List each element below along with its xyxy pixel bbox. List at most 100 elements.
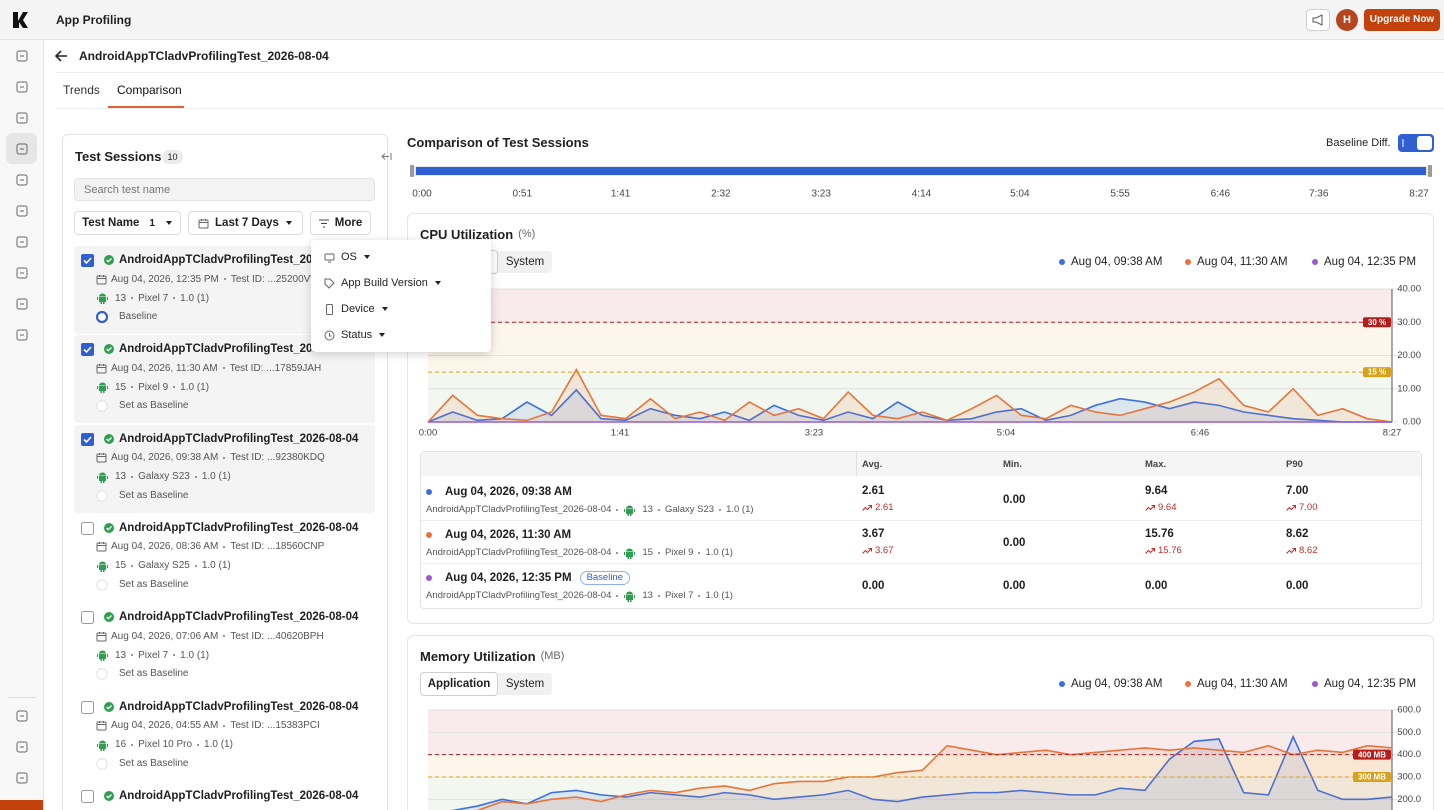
menu-item[interactable]: OS (324, 250, 371, 264)
caret-glyph (381, 307, 388, 311)
segment-tab[interactable]: System (498, 673, 552, 695)
metric-value: 3.67 (862, 528, 885, 540)
legend-item[interactable]: Aug 04, 09:38 AM (1059, 255, 1162, 269)
menu-icon-glyph (324, 278, 335, 289)
sidebar-icon[interactable] (16, 236, 28, 248)
trend-up-icon (1145, 504, 1155, 511)
separator-dot (223, 545, 226, 548)
checkbox[interactable] (81, 700, 94, 714)
baseline-radio[interactable] (96, 489, 108, 502)
segment-tab[interactable]: System (498, 251, 552, 273)
caret-glyph (285, 221, 292, 225)
metric-diff-value: 15.76 (1158, 545, 1182, 556)
legend-label: Aug 04, 09:38 AM (1071, 256, 1163, 268)
metric-value: 0.00 (1003, 580, 1026, 592)
session-device-name: Pixel 7 (138, 292, 169, 304)
column-header: Avg. (862, 459, 883, 470)
baseline-radio[interactable] (96, 668, 108, 680)
timeline-range (416, 167, 1426, 175)
legend-item[interactable]: Aug 04, 11:30 AM (1185, 255, 1288, 269)
search-placeholder: Search test name (84, 184, 171, 196)
checkbox[interactable] (81, 611, 94, 625)
baseline-label[interactable]: Set as Baseline (119, 400, 189, 412)
tab[interactable]: Comparison (117, 83, 182, 97)
calendar-icon-glyph (96, 721, 107, 731)
filter-button[interactable]: Last 7 Days (188, 211, 303, 235)
baseline-diff-toggle[interactable] (1398, 134, 1434, 152)
segment-tab[interactable]: Application (420, 672, 498, 696)
status-passed (104, 344, 114, 355)
tab[interactable]: Trends (63, 83, 100, 97)
sidebar-icon[interactable] (16, 81, 28, 93)
baseline-radio-glyph (96, 400, 108, 412)
sidebar-icon[interactable] (16, 50, 28, 62)
sidebar-icon[interactable] (16, 143, 28, 155)
checkbox-glyph (81, 254, 94, 267)
baseline-label[interactable]: Set as Baseline (119, 578, 189, 590)
sidebar-icon[interactable] (16, 267, 28, 279)
checkbox[interactable] (81, 521, 94, 535)
checkbox-glyph (81, 432, 94, 446)
collapse-button[interactable] (381, 152, 392, 161)
sidebar-icon[interactable] (16, 772, 28, 784)
baseline-radio[interactable] (96, 400, 108, 412)
sidebar-icon[interactable] (16, 174, 28, 186)
legend-item[interactable]: Aug 04, 12:35 PM (1312, 677, 1416, 691)
menu-item[interactable]: Status (324, 328, 386, 342)
baseline-radio[interactable] (96, 579, 108, 591)
menu-item[interactable]: Device (324, 302, 389, 316)
separator-dot (194, 564, 197, 567)
sidebar-icon[interactable] (16, 741, 28, 753)
filter-button[interactable]: Test Name 1 (74, 211, 181, 235)
session-meta: Aug 04, 2026, 11:30 AM Test ID: ...17859J… (96, 361, 321, 375)
filter-icon-glyph (318, 219, 329, 227)
sidebar-icon[interactable] (16, 329, 28, 341)
baseline-label[interactable]: Baseline (119, 311, 158, 322)
sidebar-icon[interactable] (16, 112, 28, 124)
search-input[interactable]: Search test name (74, 178, 375, 201)
filter-button[interactable]: More (310, 211, 371, 235)
row-session: Aug 04, 2026, 11:30 AM (445, 529, 572, 541)
checkbox-glyph (81, 789, 94, 803)
legend-item[interactable]: Aug 04, 12:35 PM (1312, 255, 1416, 269)
upgrade-button[interactable]: Upgrade Now (1364, 9, 1440, 31)
android-icon-glyph (97, 740, 108, 751)
chart-title-row: CPU Utilization (%) (420, 227, 535, 242)
back-arrow[interactable] (55, 50, 68, 62)
timeline-tick-label: 2:32 (711, 189, 731, 200)
sidebar-icon[interactable] (16, 298, 28, 310)
threshold-badge (1353, 749, 1391, 760)
announcements-button[interactable] (1306, 9, 1330, 31)
calendar-icon (96, 452, 107, 463)
legend-item[interactable]: Aug 04, 09:38 AM (1059, 677, 1162, 691)
baseline-label[interactable]: Set as Baseline (119, 668, 189, 680)
checkbox[interactable] (81, 789, 94, 803)
y-tick-label: 20.00 (1397, 350, 1421, 361)
checkbox[interactable] (81, 432, 94, 446)
baseline-label[interactable]: Set as Baseline (119, 757, 189, 769)
menu-label: Status (341, 329, 373, 341)
timeline-tick-label: 0:00 (412, 189, 432, 200)
series-area (428, 369, 1392, 422)
checkbox-glyph (81, 521, 94, 535)
avatar[interactable]: H (1336, 9, 1358, 31)
metric-value: 0.00 (1145, 580, 1168, 592)
sidebar-icon[interactable] (16, 710, 28, 722)
baseline-radio[interactable] (96, 757, 108, 770)
sidebar-icon[interactable] (16, 205, 28, 217)
status-passed-glyph (104, 612, 114, 623)
baseline-label[interactable]: Set as Baseline (119, 489, 189, 501)
metric-diff: 2.61 (862, 501, 894, 514)
metric-value: 0.00 (862, 580, 885, 592)
metric-diff-value: 7.00 (1299, 502, 1318, 513)
baseline-radio[interactable] (96, 311, 108, 323)
session-device: 15 Galaxy S25 1.0 (1) (96, 559, 231, 573)
logo[interactable] (12, 11, 30, 29)
caret-glyph (363, 255, 370, 259)
checkbox[interactable] (81, 343, 94, 357)
legend-item[interactable]: Aug 04, 11:30 AM (1185, 677, 1288, 691)
panel-title: Test Sessions (75, 149, 162, 164)
menu-item[interactable]: App Build Version (324, 276, 442, 290)
checkbox[interactable] (81, 254, 94, 267)
sidebar-bottom-button[interactable] (0, 800, 43, 810)
